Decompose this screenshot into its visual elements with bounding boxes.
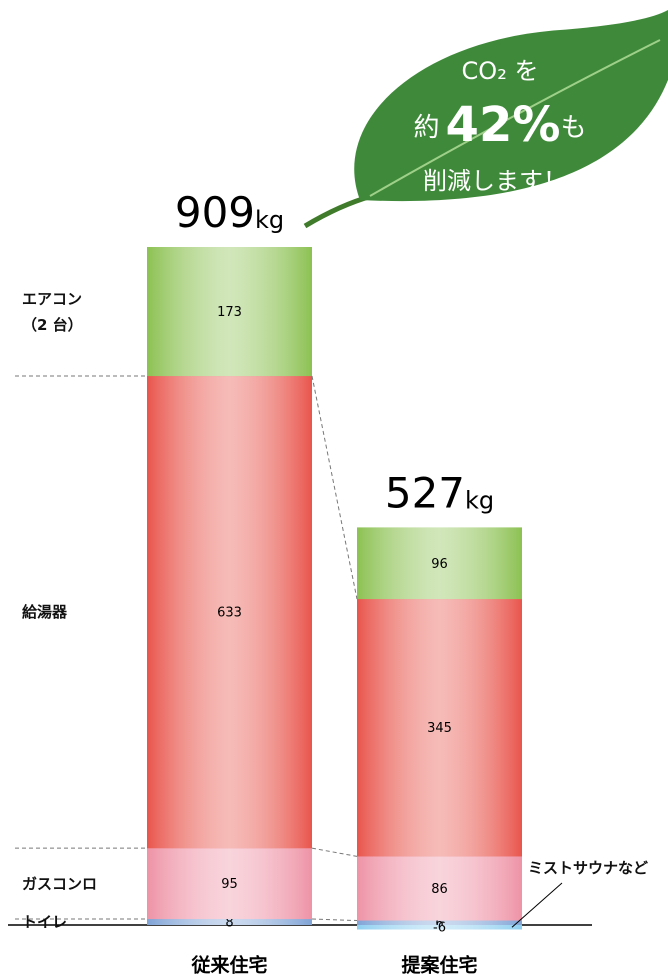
bar-shine bbox=[357, 920, 522, 925]
series-label: ガスコンロ bbox=[22, 874, 98, 893]
total-unit: kg bbox=[255, 206, 284, 234]
connector-line bbox=[311, 375, 358, 600]
connector-line bbox=[311, 918, 358, 922]
callout-line3: 削減します！ bbox=[423, 167, 567, 195]
callout-prefix: 約 bbox=[414, 113, 440, 143]
series-label: 給湯器 bbox=[22, 603, 68, 622]
value-label: 633 bbox=[217, 606, 242, 621]
total-value: 527 bbox=[385, 468, 465, 517]
total-unit: kg bbox=[465, 486, 494, 514]
bar-shine bbox=[357, 925, 522, 930]
total-value: 909 bbox=[175, 188, 255, 237]
category-label: 従来住宅 bbox=[190, 954, 267, 977]
bar-shine bbox=[357, 856, 522, 921]
callout-highlight: 42% bbox=[446, 97, 561, 153]
bar-shine bbox=[357, 599, 522, 857]
series-label: ミストサウナなど bbox=[528, 859, 649, 877]
value-label: 8 bbox=[225, 916, 233, 931]
total-label: 527kg bbox=[385, 468, 494, 517]
connector-line bbox=[311, 847, 358, 857]
callout-line1: CO₂ を bbox=[462, 57, 539, 85]
leader-line bbox=[511, 882, 563, 928]
value-label: 95 bbox=[221, 877, 238, 892]
bar-shine bbox=[147, 919, 312, 925]
leaf-body bbox=[354, 10, 668, 202]
leaf bbox=[303, 10, 668, 229]
value-label: 86 bbox=[431, 882, 448, 897]
bar-shine bbox=[147, 376, 312, 849]
bar-shine bbox=[357, 527, 522, 600]
total-label: 909kg bbox=[175, 188, 284, 237]
value-label: 6 bbox=[435, 916, 443, 931]
series-label: エアコン （2 台） bbox=[22, 289, 83, 334]
value-label: 96 bbox=[431, 557, 448, 572]
value-label: -6 bbox=[433, 921, 446, 936]
value-label: 345 bbox=[427, 721, 452, 736]
value-label: 173 bbox=[217, 305, 242, 320]
leaf-vein bbox=[369, 39, 661, 197]
category-label: 提案住宅 bbox=[401, 954, 477, 977]
callout-line2: 約 42%も bbox=[414, 97, 587, 153]
series-label: トイレ bbox=[22, 913, 68, 932]
bar-shine bbox=[147, 247, 312, 377]
callout-suffix: も bbox=[560, 113, 586, 143]
bar-shine bbox=[147, 848, 312, 920]
leaf-stem bbox=[303, 193, 373, 229]
